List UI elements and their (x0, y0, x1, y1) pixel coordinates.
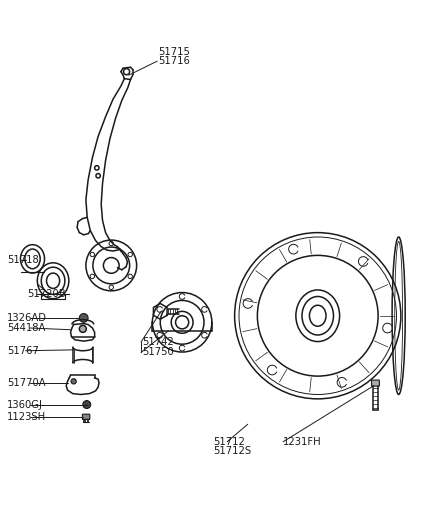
Text: 51712S: 51712S (213, 446, 251, 457)
Text: 1360GJ: 1360GJ (7, 400, 43, 410)
Text: 51720B: 51720B (27, 289, 66, 299)
Text: 54418A: 54418A (7, 323, 46, 333)
Text: 51770A: 51770A (7, 378, 46, 388)
Circle shape (79, 314, 88, 322)
FancyBboxPatch shape (372, 380, 379, 386)
Text: 1326AD: 1326AD (7, 313, 47, 323)
Text: 51718: 51718 (7, 254, 39, 265)
Text: 51750: 51750 (142, 348, 174, 357)
FancyBboxPatch shape (82, 414, 90, 419)
Text: 51767: 51767 (7, 346, 39, 356)
Text: 51742: 51742 (142, 337, 174, 347)
Text: 1231FH: 1231FH (283, 437, 321, 447)
Circle shape (79, 325, 86, 332)
Text: 51715: 51715 (158, 47, 190, 58)
Text: 51712: 51712 (213, 437, 245, 447)
Circle shape (83, 401, 91, 409)
Text: 51716: 51716 (158, 56, 190, 66)
Circle shape (71, 379, 76, 384)
Text: 1123SH: 1123SH (7, 412, 46, 422)
